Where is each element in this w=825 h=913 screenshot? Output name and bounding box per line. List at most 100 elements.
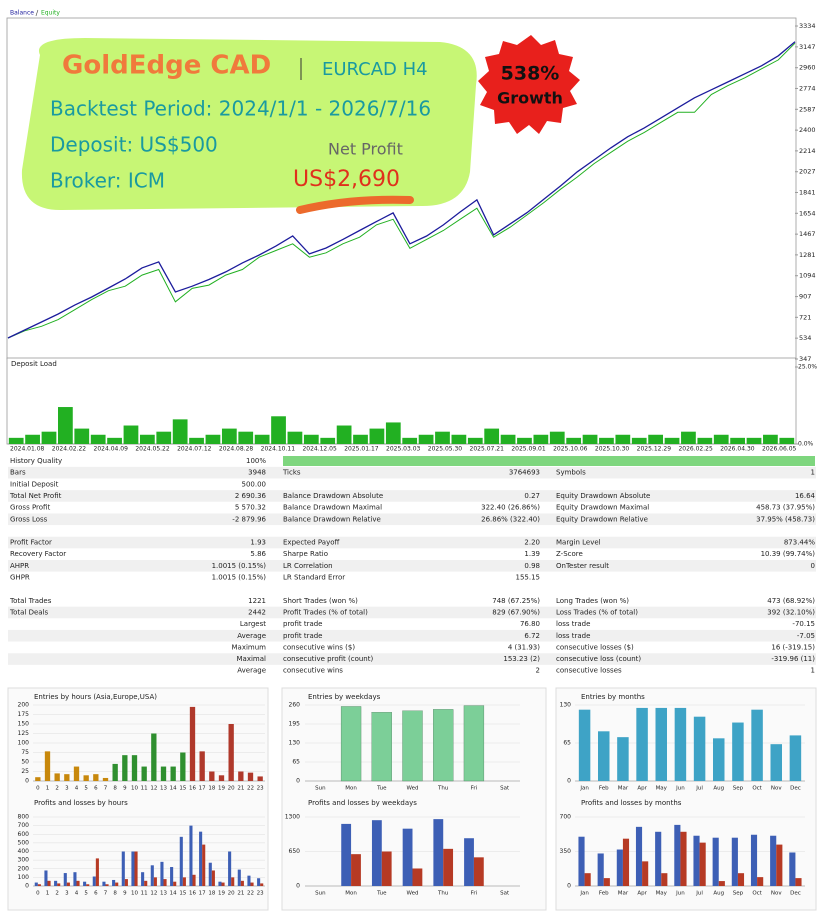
bar [402, 437, 418, 444]
stat-value: 2.20 [524, 539, 540, 547]
stat-label: Z-Score [556, 550, 583, 558]
y-tick-label: 75 [21, 749, 29, 756]
bar [123, 425, 139, 444]
growth-badge [478, 35, 580, 134]
x-tick-label: 19 [218, 786, 225, 792]
stat-value: 0.27 [524, 492, 540, 500]
stat-value: -70.15 [792, 620, 815, 628]
x-tick-label: 14 [170, 891, 177, 897]
x-tick-label: 2 [55, 786, 59, 792]
x-tick-label: 2026.06.05 [762, 446, 797, 453]
y-tick-label: 700 [560, 814, 572, 821]
bar [320, 437, 336, 444]
bar [336, 425, 352, 444]
bar [713, 434, 729, 444]
x-tick-label: Jun [675, 786, 685, 792]
bar [622, 838, 630, 886]
bar [340, 706, 362, 782]
bar [713, 738, 725, 781]
x-tick-label: Nov [771, 786, 782, 792]
x-tick-label: 2024.05.22 [135, 446, 170, 453]
bar [179, 836, 183, 886]
bar [582, 434, 598, 444]
stat-value: Average [237, 632, 266, 640]
x-tick-label: 19 [218, 891, 225, 897]
stat-label: LR Standard Error [283, 574, 345, 582]
bar [371, 712, 392, 782]
x-tick-label: 20 [228, 786, 235, 792]
x-tick-label: Dec [790, 891, 801, 897]
bar [751, 709, 763, 781]
row-bg [8, 513, 816, 526]
bar [636, 707, 648, 781]
stat-value: 5.86 [250, 550, 266, 558]
row-bg [8, 606, 816, 619]
bar [635, 826, 643, 886]
bar [341, 823, 352, 886]
stat-label: Equity Drawdown Maximal [556, 504, 649, 512]
x-tick-label: Jan [579, 786, 589, 792]
x-tick-label: Mon [345, 891, 357, 897]
chart-title: Entries by hours (Asia,Europe,USA) [34, 693, 157, 701]
chart-title: Profits and losses by hours [34, 799, 128, 807]
x-tick-label: 16 [189, 891, 196, 897]
deposit: Deposit: US$500 [50, 133, 218, 157]
x-tick-label: Fri [471, 786, 478, 792]
stat-label: Sharpe Ratio [283, 550, 328, 558]
bar [699, 842, 706, 886]
bar [163, 879, 167, 886]
x-tick-label: 5 [84, 891, 88, 897]
y-tick-label: 25 [21, 768, 29, 775]
panel [7, 687, 269, 911]
x-tick-label: 2025.07.21 [470, 446, 505, 453]
y-tick-label: 650 [289, 848, 301, 855]
bar [435, 431, 450, 444]
y-tick-label: 0 [25, 883, 29, 890]
x-tick-label: Apr [637, 786, 647, 792]
bar [303, 434, 319, 444]
bar [156, 431, 172, 444]
y-tick-label: 150 [18, 721, 30, 728]
strategy-name: GoldEdge CAD [62, 51, 271, 81]
bar [192, 874, 196, 886]
x-tick-label: Jan [579, 891, 589, 897]
bar [578, 709, 591, 781]
bar [731, 837, 738, 886]
bar [257, 878, 261, 886]
bar [287, 431, 303, 444]
bar [199, 751, 205, 781]
bar [402, 710, 423, 782]
x-tick-label: 2025.10.30 [595, 446, 630, 453]
bar [83, 881, 87, 886]
history-quality-bar [283, 456, 815, 466]
y-tick-label: 200 [18, 702, 30, 709]
bar [124, 879, 128, 886]
bar [58, 407, 73, 444]
x-tick-label: 9 [123, 786, 127, 792]
stat-value: 1.39 [524, 550, 540, 558]
bar [86, 884, 90, 886]
bar [730, 437, 745, 444]
stat-label: Total Trades [9, 597, 52, 605]
bar [648, 434, 664, 444]
bar [189, 437, 204, 444]
x-tick-label: 6 [94, 786, 98, 792]
bar [74, 428, 90, 444]
bar [599, 437, 614, 444]
x-tick-label: 2025.12.29 [637, 446, 672, 453]
bar [221, 428, 237, 444]
stat-value: Maximum [232, 643, 267, 651]
x-tick-label: 1 [46, 786, 50, 792]
bar [54, 773, 60, 781]
stat-label: Profit Trades (% of total) [283, 608, 368, 616]
y-tick-label: 1467 [799, 230, 816, 238]
stat-label: Margin Level [556, 539, 601, 547]
bar [642, 861, 649, 886]
y-tick-label: 907 [799, 293, 811, 301]
bar [25, 434, 40, 444]
stat-value: 3948 [248, 469, 266, 477]
stat-value: 3764693 [509, 469, 540, 477]
bar [566, 437, 582, 444]
bar [93, 774, 99, 781]
bar [37, 884, 41, 886]
